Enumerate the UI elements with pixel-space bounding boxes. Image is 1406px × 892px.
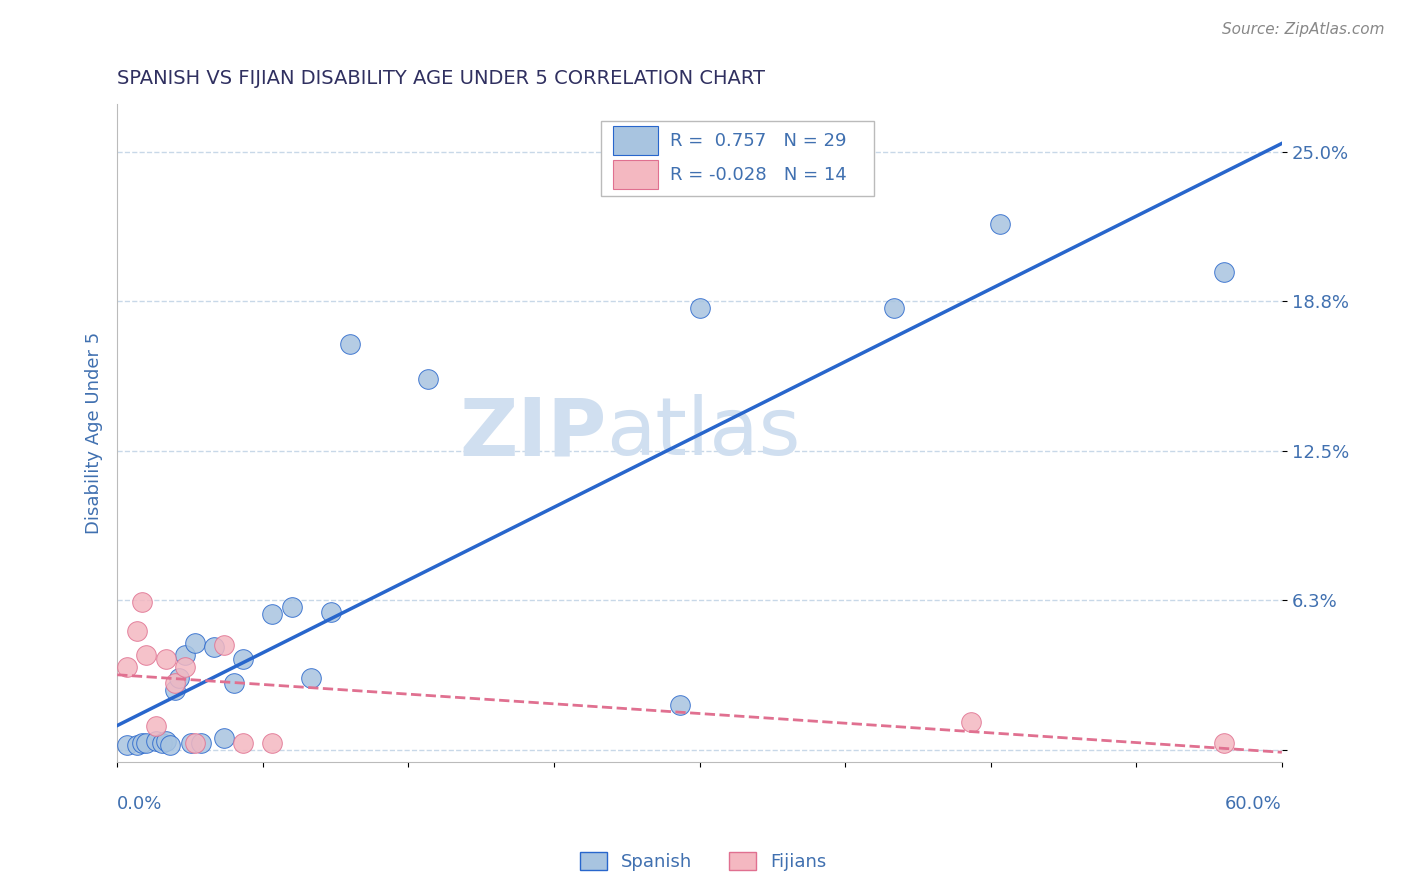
Point	[1212, 265, 1234, 279]
Point	[131, 736, 153, 750]
Point	[281, 599, 304, 614]
Point	[689, 301, 711, 315]
Point	[145, 733, 167, 747]
Y-axis label: Disability Age Under 5: Disability Age Under 5	[86, 332, 103, 534]
Legend: Spanish, Fijians: Spanish, Fijians	[572, 845, 834, 879]
Point	[212, 731, 235, 746]
Point	[115, 659, 138, 673]
Point	[232, 652, 254, 666]
Text: R = -0.028   N = 14: R = -0.028 N = 14	[671, 166, 848, 184]
FancyBboxPatch shape	[600, 120, 875, 196]
Text: 0.0%: 0.0%	[117, 795, 163, 814]
Text: atlas: atlas	[606, 394, 801, 472]
Point	[883, 301, 905, 315]
Text: SPANISH VS FIJIAN DISABILITY AGE UNDER 5 CORRELATION CHART: SPANISH VS FIJIAN DISABILITY AGE UNDER 5…	[117, 69, 765, 87]
Text: ZIP: ZIP	[460, 394, 606, 472]
Point	[115, 739, 138, 753]
Point	[669, 698, 692, 712]
Point	[135, 648, 157, 662]
Point	[145, 719, 167, 733]
Point	[184, 736, 207, 750]
Point	[159, 739, 181, 753]
Point	[262, 736, 284, 750]
Point	[319, 605, 342, 619]
Point	[131, 595, 153, 609]
Point	[960, 714, 983, 729]
Point	[339, 336, 361, 351]
Point	[1212, 736, 1234, 750]
Text: R =  0.757   N = 29: R = 0.757 N = 29	[671, 131, 846, 150]
FancyBboxPatch shape	[613, 161, 658, 189]
Text: Source: ZipAtlas.com: Source: ZipAtlas.com	[1222, 22, 1385, 37]
Point	[165, 683, 187, 698]
Point	[222, 676, 245, 690]
Point	[150, 736, 173, 750]
Point	[299, 672, 322, 686]
Text: 60.0%: 60.0%	[1225, 795, 1282, 814]
Point	[135, 736, 157, 750]
Point	[155, 652, 177, 666]
Point	[416, 372, 439, 386]
Point	[232, 736, 254, 750]
Point	[202, 640, 225, 655]
Point	[212, 638, 235, 652]
Point	[180, 736, 202, 750]
Point	[174, 648, 197, 662]
Point	[184, 635, 207, 649]
Point	[165, 676, 187, 690]
Point	[174, 659, 197, 673]
Point	[125, 739, 148, 753]
Point	[262, 607, 284, 621]
FancyBboxPatch shape	[613, 126, 658, 155]
Point	[190, 736, 212, 750]
Point	[990, 217, 1012, 231]
Point	[169, 672, 191, 686]
Point	[125, 624, 148, 638]
Point	[155, 733, 177, 747]
